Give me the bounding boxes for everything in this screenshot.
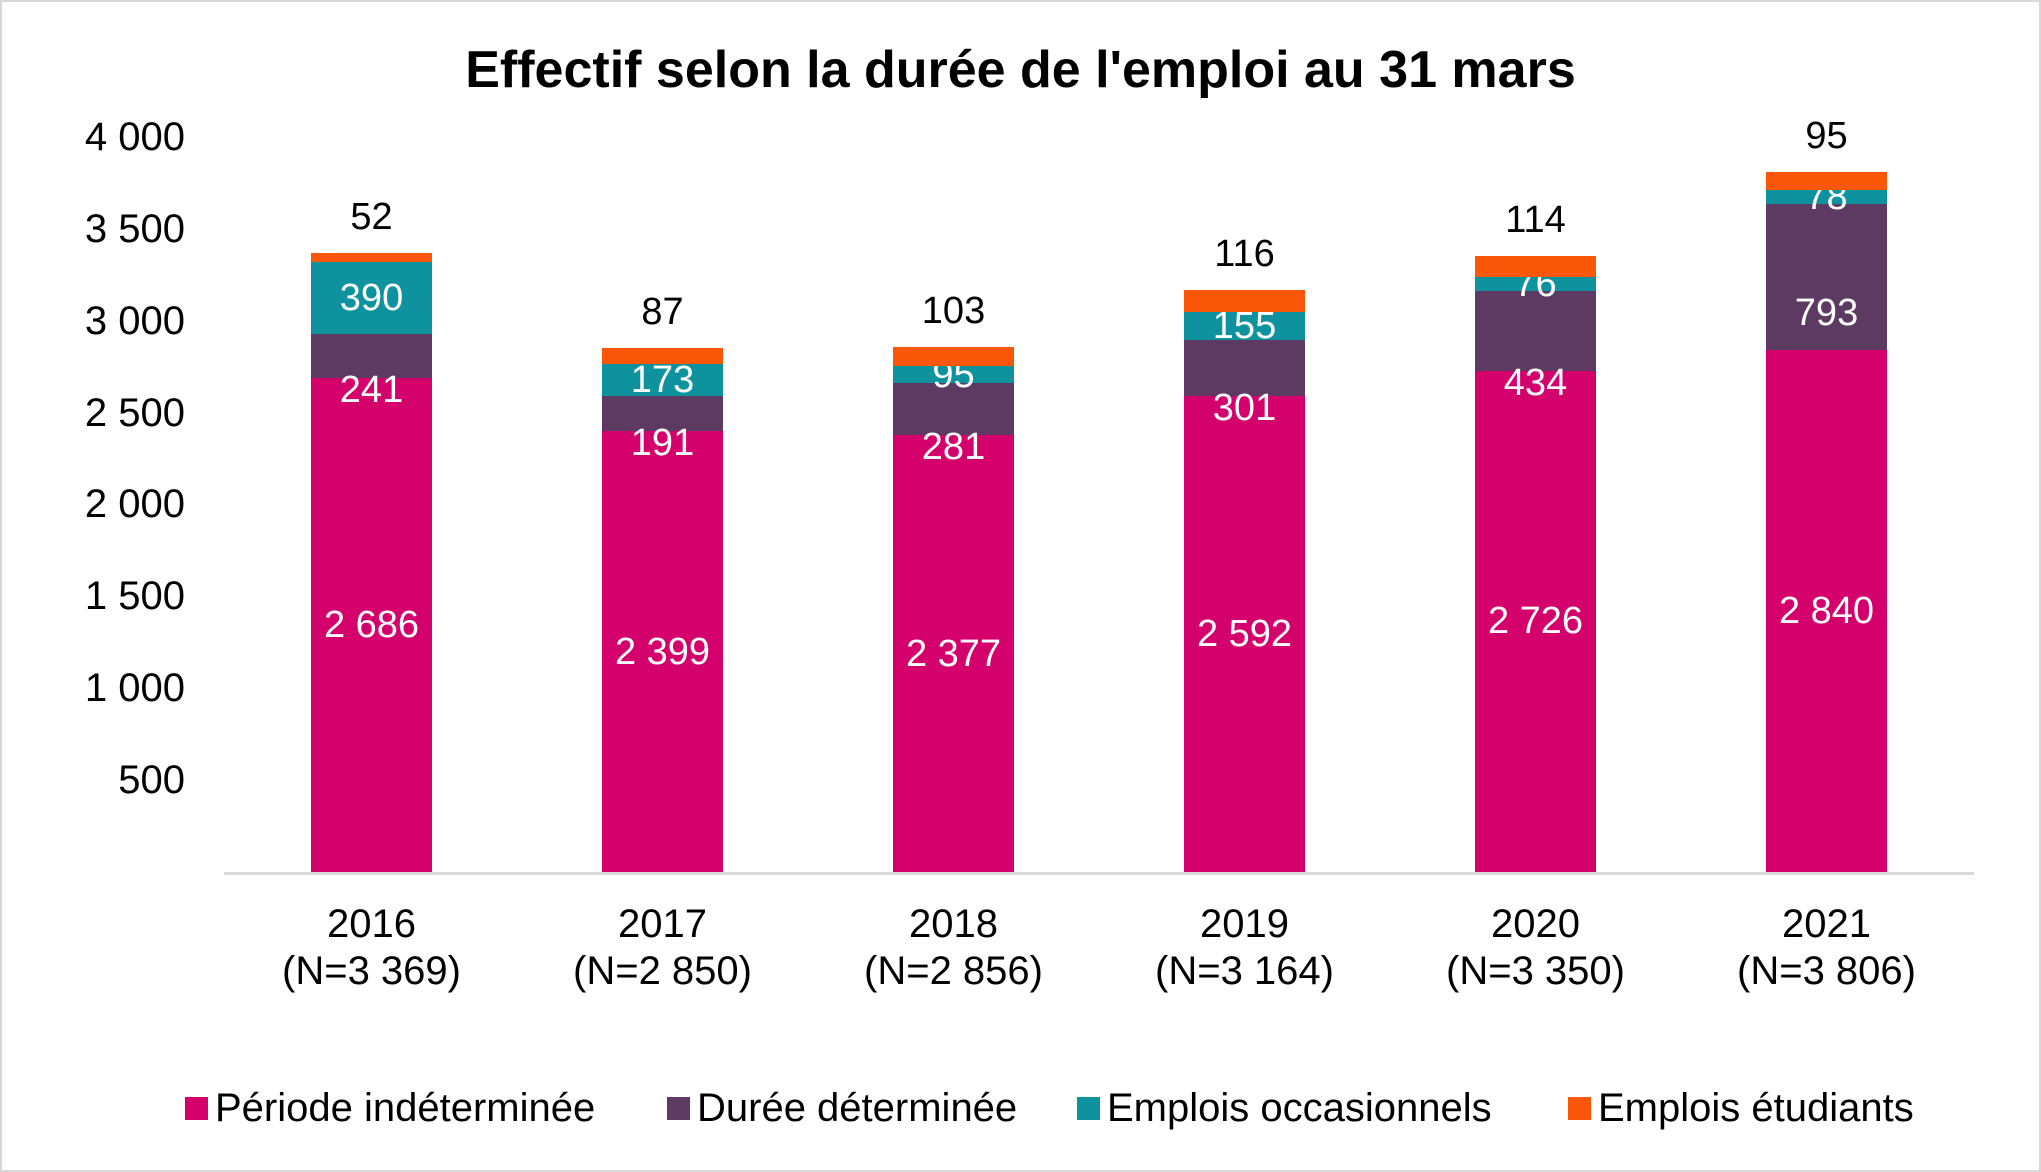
bar-value-label: 2 592 (1196, 612, 1293, 655)
chart-title: Effectif selon la durée de l'emploi au 3… (465, 41, 1576, 99)
x-axis-label-year: 2018 (909, 902, 998, 946)
x-axis-label-year: 2020 (1491, 902, 1580, 946)
bar-segment-2021-2 (1766, 204, 1887, 350)
bar-segment-2019-3 (1184, 311, 1305, 341)
bar-segment-2016-2 (311, 334, 432, 379)
y-axis-tick-label: 2 000 (84, 482, 185, 527)
legend-swatch-icon (667, 1096, 690, 1120)
legend-label: Emplois étudiants (1598, 1086, 1914, 1130)
x-axis-label-2019: 2019 (N=3 164) (1095, 901, 1395, 995)
bar-value-label: 301 (1212, 386, 1277, 429)
bar-value-label: 191 (630, 422, 695, 465)
bar-value-label: 390 (339, 277, 404, 320)
bar-segment-2020-1 (1475, 370, 1596, 872)
bar-segment-2018-2 (893, 383, 1014, 436)
bar-value-label: 434 (1503, 361, 1568, 404)
x-axis-label-2018: 2018 (N=2 856) (804, 901, 1104, 995)
bar-segment-2020-3 (1475, 277, 1596, 292)
bar-segment-2018-4 (893, 347, 1014, 366)
bar-segment-2016-1 (311, 378, 432, 872)
bar-segment-2019-2 (1184, 340, 1305, 396)
bar-segment-2017-3 (602, 364, 723, 396)
legend-label: Période indéterminée (215, 1086, 596, 1130)
y-axis-tick-label: 3 000 (84, 298, 185, 343)
bar-value-label: 155 (1212, 305, 1277, 348)
x-axis-label-n: (N=3 350) (1446, 949, 1625, 993)
legend-swatch-icon (1077, 1096, 1100, 1120)
bar-segment-2020-2 (1475, 291, 1596, 371)
bar-segment-2018-1 (893, 435, 1014, 872)
x-axis-line (224, 872, 1974, 875)
bar-segment-2017-1 (602, 431, 723, 872)
bar-value-label: 2 399 (614, 630, 711, 673)
bar-segment-2021-3 (1766, 189, 1887, 205)
bar-segment-2018-3 (893, 365, 1014, 384)
x-axis-label-n: (N=2 856) (864, 949, 1043, 993)
y-axis-tick-label: 2 500 (84, 390, 185, 435)
y-axis-tick-label: 1 500 (84, 574, 185, 619)
x-axis-label-2021: 2021 (N=3 806) (1677, 901, 1977, 995)
bar-value-label: 2 726 (1487, 600, 1584, 643)
x-axis-label-2016: 2016 (N=3 369) (222, 901, 522, 995)
bar-value-label: 52 (350, 195, 393, 238)
bar-value-label: 2 377 (905, 632, 1002, 675)
bar-segment-2019-1 (1184, 395, 1305, 872)
bar-segment-2019-4 (1184, 290, 1305, 312)
bar-value-label: 95 (1805, 115, 1848, 158)
bar-value-label: 103 (921, 290, 986, 333)
y-axis-tick-label: 500 (118, 758, 185, 803)
x-axis-label-year: 2017 (618, 902, 707, 946)
bar-segment-2017-4 (602, 348, 723, 365)
bar-value-label: 2 686 (323, 604, 420, 647)
x-axis-label-year: 2016 (327, 902, 416, 946)
bar-segment-2021-1 (1766, 350, 1887, 872)
x-axis-label-year: 2021 (1782, 902, 1871, 946)
bar-value-label: 114 (1505, 199, 1566, 242)
legend-item-2: Durée déterminée (667, 1085, 1017, 1131)
x-axis-label-n: (N=3 164) (1155, 949, 1334, 993)
legend-swatch-icon (1568, 1096, 1591, 1120)
bar-value-label: 116 (1214, 233, 1275, 276)
y-axis-tick-label: 1 000 (84, 666, 185, 711)
bar-segment-2020-4 (1475, 256, 1596, 278)
bar-value-label: 241 (339, 369, 404, 412)
bar-value-label: 2 840 (1778, 590, 1875, 632)
legend-label: Durée déterminée (697, 1086, 1018, 1130)
x-axis-label-2020: 2020 (N=3 350) (1386, 901, 1686, 995)
bar-value-label: 793 (1794, 292, 1859, 334)
y-axis-tick-label: 3 500 (84, 206, 185, 251)
bar-value-label: 87 (641, 291, 684, 334)
bar-value-label: 173 (630, 359, 695, 402)
bar-segment-2016-3 (311, 262, 432, 334)
x-axis-label-2017: 2017 (N=2 850) (513, 901, 813, 995)
bar-value-label: 281 (921, 426, 986, 469)
x-axis-label-n: (N=3 806) (1737, 949, 1916, 993)
y-axis-tick-label: 4 000 (84, 114, 185, 159)
legend-item-1: Période indéterminée (185, 1085, 595, 1131)
legend-item-4: Emplois étudiants (1568, 1085, 1914, 1131)
bar-segment-2016-4 (311, 252, 432, 263)
x-axis-label-n: (N=2 850) (573, 949, 752, 993)
legend-item-3: Emplois occasionnels (1077, 1085, 1492, 1131)
legend-label: Emplois occasionnels (1107, 1086, 1492, 1130)
legend-swatch-icon (185, 1096, 208, 1120)
bar-segment-2017-2 (602, 395, 723, 432)
bar-segment-2021-4 (1766, 172, 1887, 190)
x-axis-label-n: (N=3 369) (282, 949, 461, 993)
x-axis-label-year: 2019 (1200, 902, 1289, 946)
